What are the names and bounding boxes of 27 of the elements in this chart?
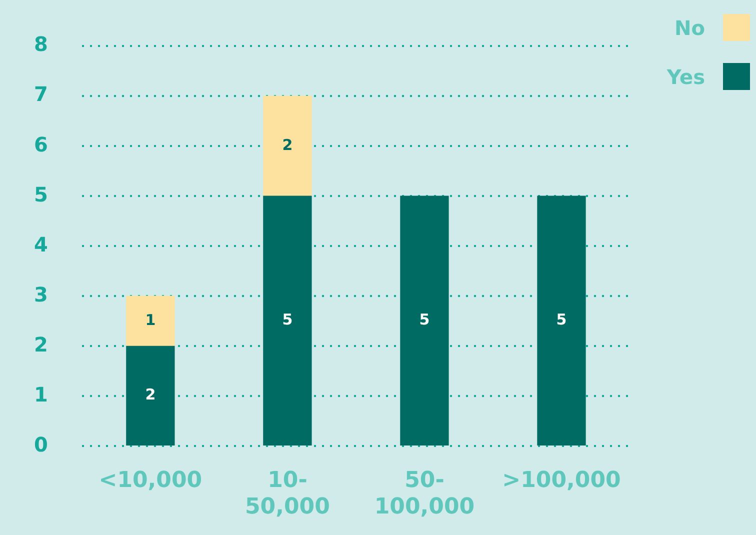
bar [126, 346, 175, 446]
x-tick-label: <10,000 [98, 468, 202, 494]
x-tick-label: >100,000 [502, 468, 621, 494]
data-label: 5 [282, 310, 293, 329]
x-tick-label: 50-100,000 [374, 468, 475, 520]
bar [263, 96, 312, 196]
y-tick-label: 7 [34, 82, 48, 106]
legend-label: Yes [666, 64, 705, 88]
y-tick-label: 4 [34, 232, 48, 256]
y-tick-label: 2 [34, 332, 48, 356]
x-tick-label: 10-50,000 [244, 468, 330, 520]
y-tick-label: 0 [34, 432, 48, 456]
y-tick-label: 6 [34, 132, 48, 156]
bar [537, 196, 586, 446]
data-label: 2 [145, 386, 156, 404]
y-tick-label: 3 [34, 282, 48, 306]
y-tick-label: 5 [34, 182, 48, 206]
data-label: 5 [556, 310, 567, 329]
data-label: 5 [419, 310, 430, 329]
y-tick-label: 8 [34, 32, 48, 56]
bar [263, 196, 312, 446]
bar [126, 296, 175, 346]
data-label: 1 [145, 311, 156, 330]
legend-label: No [674, 16, 705, 40]
y-tick-label: 1 [34, 382, 48, 406]
data-label: 2 [282, 136, 293, 154]
bar [400, 196, 449, 446]
